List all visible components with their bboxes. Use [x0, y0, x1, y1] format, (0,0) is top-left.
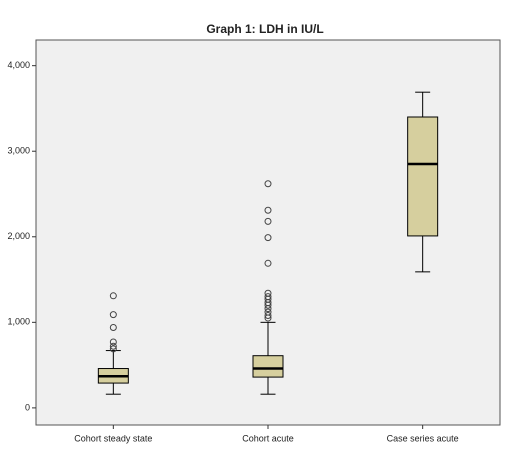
- x-tick-label: Case series acute: [387, 433, 459, 443]
- y-tick-label: 3,000: [7, 146, 30, 156]
- chart-title: Graph 1: LDH in IU/L: [206, 22, 323, 36]
- y-tick-label: 1,000: [7, 317, 30, 327]
- box: [407, 116, 439, 237]
- outlier: [264, 308, 272, 316]
- outlier: [109, 338, 117, 346]
- outlier: [109, 342, 117, 350]
- outlier: [264, 259, 272, 267]
- outlier: [264, 180, 272, 188]
- outlier: [109, 323, 117, 331]
- outlier: [109, 292, 117, 300]
- outlier: [264, 311, 272, 319]
- y-tick-label: 4,000: [7, 60, 30, 70]
- box: [252, 355, 284, 378]
- outlier: [264, 289, 272, 297]
- outlier: [264, 293, 272, 301]
- outlier: [109, 345, 117, 353]
- outlier: [109, 311, 117, 319]
- y-tick-label: 2,000: [7, 231, 30, 241]
- outlier: [264, 217, 272, 225]
- outlier: [264, 234, 272, 242]
- outlier: [264, 206, 272, 214]
- x-tick-label: Cohort acute: [242, 433, 294, 443]
- x-tick-label: Cohort steady state: [74, 433, 152, 443]
- y-tick-label: 0: [25, 402, 30, 412]
